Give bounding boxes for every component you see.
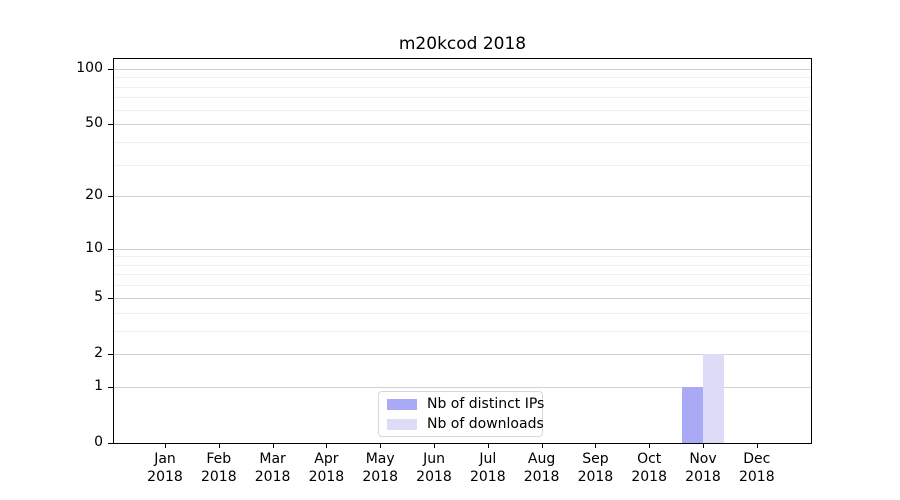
gridline-minor <box>114 97 811 99</box>
gridline-major <box>114 68 811 70</box>
legend-swatch-distinct-ips <box>387 398 417 410</box>
legend-entry-distinct-ips: Nb of distinct IPs <box>387 396 544 412</box>
x-tick-label-month: Oct <box>637 451 662 467</box>
x-tick-label-year: 2018 <box>308 469 345 485</box>
x-tick-mark <box>756 444 758 448</box>
bar-distinct-ips-nov-2018 <box>682 386 703 443</box>
x-tick-label-month: Nov <box>689 451 717 467</box>
y-tick-mark <box>108 248 114 250</box>
x-tick-mark <box>165 444 166 448</box>
x-tick-mark <box>272 444 274 448</box>
gridline-minor <box>114 312 811 314</box>
gridline-major <box>114 124 811 126</box>
gridline-minor <box>114 86 811 88</box>
y-tick-mark <box>108 353 114 355</box>
x-tick-label: Feb 2018 <box>187 450 251 486</box>
y-tick-label: 0 <box>94 434 103 450</box>
x-tick-label-month: May <box>365 451 395 467</box>
x-tick-label-month: Apr <box>314 451 339 467</box>
x-tick-label-year: 2018 <box>200 469 237 485</box>
x-tick-label: Jan 2018 <box>133 450 197 486</box>
gridline-minor <box>114 256 811 258</box>
x-tick-label-year: 2018 <box>469 469 506 485</box>
gridline-major <box>114 196 811 198</box>
y-tick-label: 5 <box>94 288 103 305</box>
x-tick-label-month: Sep <box>582 451 609 467</box>
legend-swatch-downloads <box>387 418 417 430</box>
x-tick-label: Apr 2018 <box>294 450 358 486</box>
x-tick-mark <box>703 444 704 448</box>
x-tick-mark <box>380 444 382 448</box>
gridline-minor <box>114 141 811 143</box>
y-tick-mark <box>108 124 114 126</box>
x-tick-mark <box>434 444 435 448</box>
x-tick-label-month: Jan <box>154 451 176 467</box>
y-tick-mark <box>108 68 114 70</box>
x-tick-label-month: Mar <box>259 451 286 467</box>
legend-label-downloads: Nb of downloads <box>427 416 544 432</box>
x-tick-label-month: Aug <box>527 451 556 467</box>
y-tick-label: 10 <box>85 239 103 256</box>
x-tick-mark <box>218 444 220 448</box>
y-tick-mark <box>108 196 114 198</box>
y-tick-label: 1 <box>94 377 103 394</box>
x-tick-label-month: Feb <box>206 451 232 467</box>
x-tick-label: Jul 2018 <box>456 450 520 486</box>
x-tick-label: Mar 2018 <box>241 450 305 486</box>
y-tick-label: 100 <box>76 59 103 76</box>
x-tick-label: Jun 2018 <box>402 450 466 486</box>
x-tick-mark <box>649 444 651 448</box>
x-tick-label-year: 2018 <box>577 469 614 485</box>
x-tick-label-month: Jun <box>423 451 445 467</box>
gridline-major <box>114 297 811 299</box>
gridline-major <box>114 386 811 388</box>
x-tick-mark <box>595 444 597 448</box>
gridline-minor <box>114 285 811 287</box>
legend-entry-downloads: Nb of downloads <box>387 416 544 432</box>
x-tick-mark <box>541 444 543 448</box>
y-tick-label: 2 <box>94 344 103 361</box>
x-tick-label: Aug 2018 <box>510 450 574 486</box>
gridline-minor <box>114 77 811 79</box>
x-tick-label-month: Dec <box>743 451 771 467</box>
x-tick-label-year: 2018 <box>523 469 560 485</box>
legend: Nb of distinct IPs Nb of downloads <box>378 391 544 437</box>
chart-title: m20kcod 2018 <box>398 34 527 54</box>
y-tick-mark <box>108 297 114 299</box>
x-tick-label: Sep 2018 <box>563 450 627 486</box>
y-tick-mark <box>108 443 114 444</box>
y-tick-mark <box>108 386 114 388</box>
x-tick-label-year: 2018 <box>416 469 452 485</box>
x-tick-label-year: 2018 <box>631 469 667 485</box>
gridline-minor <box>114 109 811 111</box>
y-tick-label: 20 <box>85 187 103 204</box>
x-tick-label-year: 2018 <box>685 469 721 485</box>
x-tick-label-year: 2018 <box>738 469 775 485</box>
x-tick-label-month: Jul <box>479 451 497 467</box>
x-tick-label: Oct 2018 <box>617 450 681 486</box>
plot-area: Nb of distinct IPs Nb of downloads <box>113 58 812 444</box>
gridline-major <box>114 353 811 355</box>
x-tick-label: Nov 2018 <box>671 450 735 486</box>
x-tick-label: May 2018 <box>348 450 412 486</box>
bar-downloads-nov-2018 <box>703 353 724 443</box>
gridline-minor <box>114 264 811 266</box>
x-tick-label: Dec 2018 <box>725 450 789 486</box>
x-tick-label-year: 2018 <box>362 469 398 485</box>
gridline-minor <box>114 164 811 166</box>
legend-label-distinct-ips: Nb of distinct IPs <box>427 396 545 412</box>
x-tick-label-year: 2018 <box>147 469 183 485</box>
y-tick-label: 50 <box>85 115 103 132</box>
gridline-minor <box>114 330 811 332</box>
x-tick-label-year: 2018 <box>254 469 291 485</box>
gridline-major <box>114 248 811 250</box>
x-tick-mark <box>487 444 489 448</box>
x-tick-mark <box>326 444 328 448</box>
gridline-minor <box>114 274 811 276</box>
